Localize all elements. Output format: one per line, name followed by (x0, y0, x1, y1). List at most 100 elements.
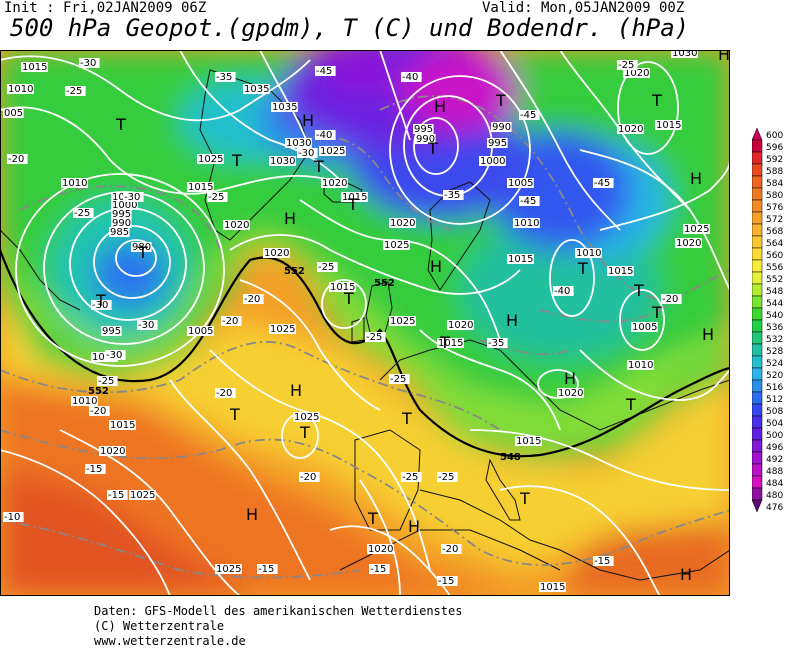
legend-swatch (752, 235, 763, 249)
pressure-label-bg (367, 544, 394, 554)
pressure-label-bg (111, 209, 132, 219)
temperature-label: -20 (661, 294, 682, 305)
pressure-label: 1025 (293, 412, 320, 423)
temperature-label: -45 (519, 110, 540, 121)
temperature-label-bg (91, 300, 112, 310)
pressure-label: 1010 (71, 396, 98, 407)
pressure-label-text: 985 (110, 227, 129, 238)
pressure-label-bg (413, 124, 434, 134)
legend-swatch (752, 307, 763, 321)
legend-level: 584 (766, 179, 783, 189)
pressure-label-bg (321, 178, 348, 188)
temperature-label-text: -30 (124, 192, 140, 203)
coast-europe (379, 339, 730, 431)
temperature-label-text: -10 (4, 512, 20, 523)
temperature-label-bg (593, 178, 614, 188)
pressure-label-bg (675, 238, 702, 248)
pressure-label: 1020 (557, 388, 584, 399)
pressure-label-text: 1010 (514, 218, 539, 229)
temperature-label-text: -20 (300, 472, 316, 483)
high-marker: H (246, 505, 258, 524)
temperature-label: -25 (65, 86, 86, 97)
pressure-label-bg (607, 266, 634, 276)
legend-level: 480 (766, 491, 783, 501)
pressure-label: 990 (491, 122, 512, 133)
high-marker: H (564, 369, 576, 388)
legend-level: 492 (766, 455, 783, 465)
legend-swatch (752, 403, 763, 417)
pressure-label-text: 995 (102, 326, 121, 337)
pressure-label-text: 1035 (272, 102, 297, 113)
temperature-label-text: -45 (316, 66, 332, 77)
pressure-label-bg (129, 490, 156, 500)
temperature-label-text: -20 (216, 388, 232, 399)
legend-swatch (752, 367, 763, 381)
temperature-label: -20 (299, 472, 320, 483)
temperature-label-text: -40 (554, 286, 570, 297)
pressure-label: 1035 (243, 84, 270, 95)
temperature-label: -45 (315, 66, 336, 77)
pressure-label-text: 1025 (270, 324, 295, 335)
temperature-label-bg (519, 110, 540, 120)
temperature-label-bg (437, 576, 458, 586)
pressure-label-bg (627, 360, 654, 370)
pressure-label: 1025 (215, 564, 242, 575)
pressure-label: 1015 (109, 420, 136, 431)
legend-level: 508 (766, 407, 783, 417)
temperature-label: -15 (369, 564, 390, 575)
temperature-label-bg (617, 60, 638, 70)
high-marker: H (430, 257, 442, 276)
temperature-label-text: -35 (444, 190, 460, 201)
pressure-label-bg (3, 108, 24, 118)
temperature-label-bg (3, 512, 24, 522)
temperature-label-text: -15 (370, 564, 386, 575)
pressure-label: 1020 (99, 446, 126, 457)
legend-swatch (752, 163, 763, 177)
low-marker: T (633, 281, 644, 300)
pressure-label: 985 (109, 227, 130, 238)
pressure-label: 1020 (617, 124, 644, 135)
pressure-label: 1000 (479, 156, 506, 167)
temperature-label-bg (369, 564, 390, 574)
temperature-label-bg (7, 154, 28, 164)
pressure-label-bg (507, 178, 534, 188)
low-marker: T (367, 509, 378, 528)
valid-time: Valid: Mon,05JAN2009 00Z (482, 0, 685, 16)
pressure-label-text: 1005 (188, 326, 213, 337)
legend-level: 560 (766, 251, 783, 261)
pressure-label-text: 1020 (624, 68, 649, 79)
temperature-label: -25 (617, 60, 638, 71)
legend-level: 544 (766, 299, 783, 309)
low-marker: T (95, 291, 106, 310)
coast-italy (485, 458, 521, 521)
pressure-label-text: 1025 (320, 146, 345, 157)
pressure-label-bg (21, 62, 48, 72)
temperature-label: -40 (315, 130, 336, 141)
pressure-label-bg (111, 218, 132, 228)
pressure-label-bg (683, 224, 710, 234)
temperature-label-bg (299, 472, 320, 482)
pressure-label: 1030 (285, 138, 312, 149)
temperature-label-text: -30 (106, 350, 122, 361)
pressure-label-text: 1015 (342, 192, 367, 203)
low-marker: T (343, 289, 354, 308)
temperature-label-text: -35 (216, 72, 232, 83)
pressure-label: 995 (413, 124, 434, 135)
pressure-label: 1015 (607, 266, 634, 277)
pressure-label: 1010 (627, 360, 654, 371)
pressure-label: 1030 (671, 50, 698, 59)
pressure-label-bg (557, 388, 584, 398)
pressure-label-text: 1005 (632, 322, 657, 333)
pressure-label-bg (341, 192, 368, 202)
pressure-label-bg (319, 146, 346, 156)
gpdm-label: 552 (284, 266, 305, 277)
temperature-label: -30 (297, 148, 318, 159)
temperature-label-bg (257, 564, 278, 574)
coast-iberia (354, 429, 421, 531)
pressure-label-text: 1010 (72, 396, 97, 407)
temperature-label-text: -30 (92, 300, 108, 311)
pressure-label-bg (507, 254, 534, 264)
pressure-label: 1015 (437, 338, 464, 349)
legend-swatch (752, 415, 763, 429)
temperature-label: -25 (437, 472, 458, 483)
